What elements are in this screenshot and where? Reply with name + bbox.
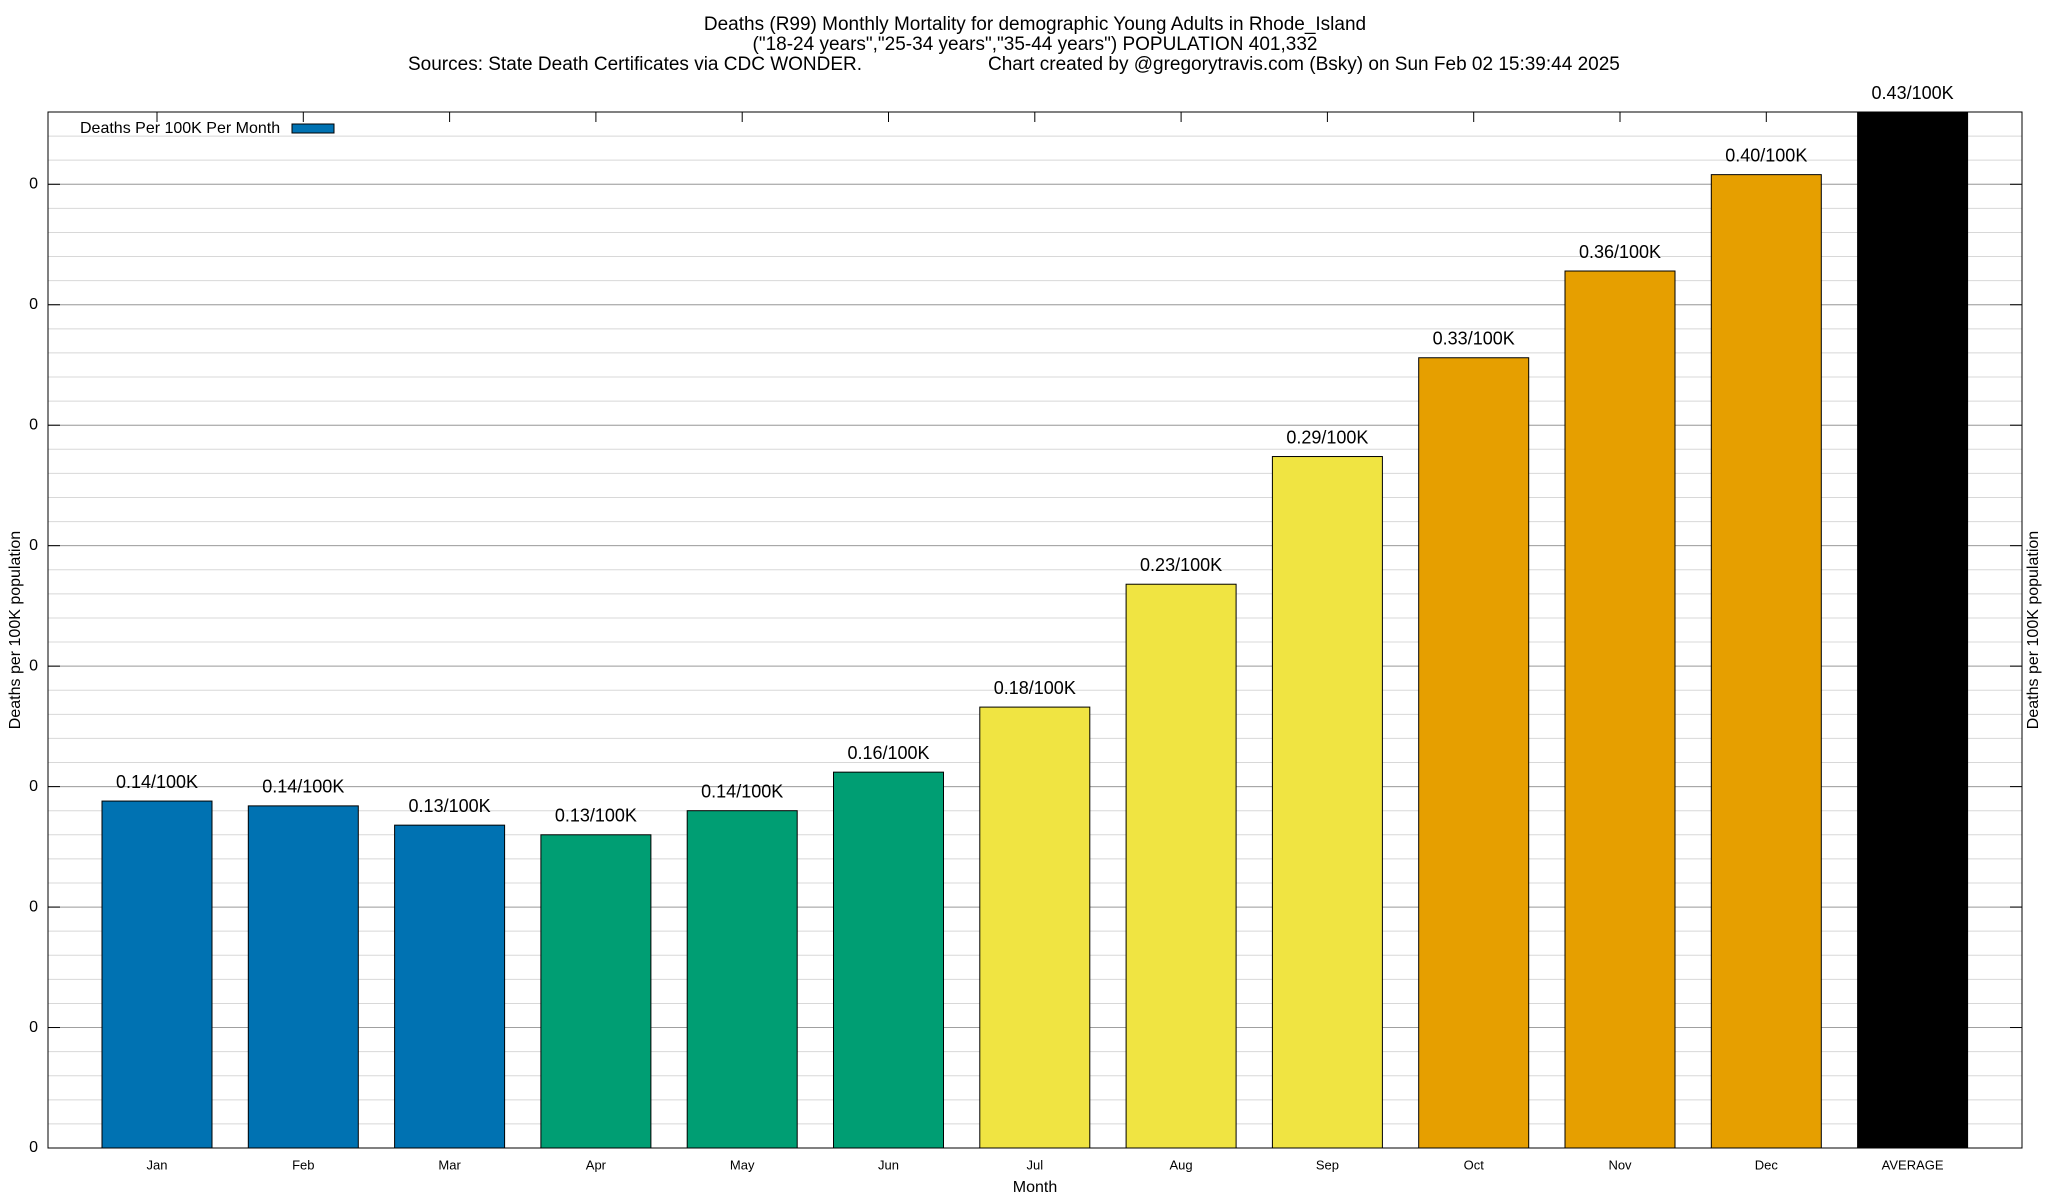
x-tick-label: Feb: [292, 1157, 314, 1172]
value-label: 0.18/100K: [994, 678, 1076, 698]
value-label: 0.43/100K: [1872, 83, 1954, 103]
bar: [1857, 111, 1969, 1149]
legend-swatch: [291, 123, 335, 134]
value-label: 0.14/100K: [262, 777, 344, 797]
chart-subtitle: ("18-24 years","25-34 years","35-44 year…: [753, 34, 1318, 55]
value-label: 0.16/100K: [847, 743, 929, 763]
bar: [1125, 583, 1237, 1149]
x-axis-label: Month: [1013, 1179, 1057, 1196]
x-tick-label: Aug: [1170, 1157, 1193, 1172]
bar: [540, 834, 652, 1149]
value-label: 0.14/100K: [701, 781, 783, 801]
bar: [101, 800, 213, 1149]
bar: [979, 706, 1091, 1149]
y-tick-label: 0: [29, 778, 38, 795]
bar: [1271, 456, 1383, 1149]
x-tick-label: Nov: [1608, 1157, 1632, 1172]
x-tick-label: AVERAGE: [1882, 1157, 1944, 1172]
x-tick-label: Jun: [878, 1157, 899, 1172]
x-tick-label: Apr: [586, 1157, 607, 1172]
value-label: 0.36/100K: [1579, 242, 1661, 262]
bar: [1710, 174, 1822, 1149]
y-tick-label: 0: [29, 175, 38, 192]
x-tick-label: Dec: [1755, 1157, 1779, 1172]
x-tick-label: Mar: [438, 1157, 461, 1172]
bar: [247, 805, 359, 1149]
bar: [1564, 270, 1676, 1149]
credit-note: Chart created by @gregorytravis.com (Bsk…: [988, 54, 1620, 75]
bar: [833, 771, 944, 1149]
x-tick-label: Oct: [1464, 1157, 1485, 1172]
value-label: 0.23/100K: [1140, 555, 1222, 575]
y2-axis-label: Deaths per 100K population: [2025, 531, 2042, 729]
value-label: 0.14/100K: [116, 772, 198, 792]
y-tick-label: 0: [29, 898, 38, 915]
y-tick-label: 0: [29, 657, 38, 674]
bar: [394, 824, 506, 1149]
y-tick-label: 0: [29, 537, 38, 554]
y-tick-label: 0: [29, 416, 38, 433]
bar: [1418, 357, 1530, 1149]
value-label: 0.40/100K: [1725, 145, 1807, 165]
value-label: 0.33/100K: [1433, 328, 1515, 348]
y-tick-label: 0: [29, 1019, 38, 1036]
source-note: Sources: State Death Certificates via CD…: [408, 54, 862, 75]
y-axis-label: Deaths per 100K population: [7, 531, 24, 729]
value-label: 0.13/100K: [409, 796, 491, 816]
x-tick-label: Jul: [1026, 1157, 1043, 1172]
value-label: 0.29/100K: [1286, 427, 1368, 447]
chart-title: Deaths (R99) Monthly Mortality for demog…: [704, 14, 1366, 35]
plot-frame: [47, 111, 2023, 1149]
legend-label: Deaths Per 100K Per Month: [80, 120, 280, 137]
x-tick-label: Jan: [147, 1157, 168, 1172]
value-label: 0.13/100K: [555, 806, 637, 826]
x-tick-label: Sep: [1316, 1157, 1339, 1172]
x-tick-label: May: [730, 1157, 755, 1172]
bar: [686, 810, 798, 1149]
y-tick-label: 0: [29, 296, 38, 313]
y-tick-label: 0: [29, 1139, 38, 1156]
